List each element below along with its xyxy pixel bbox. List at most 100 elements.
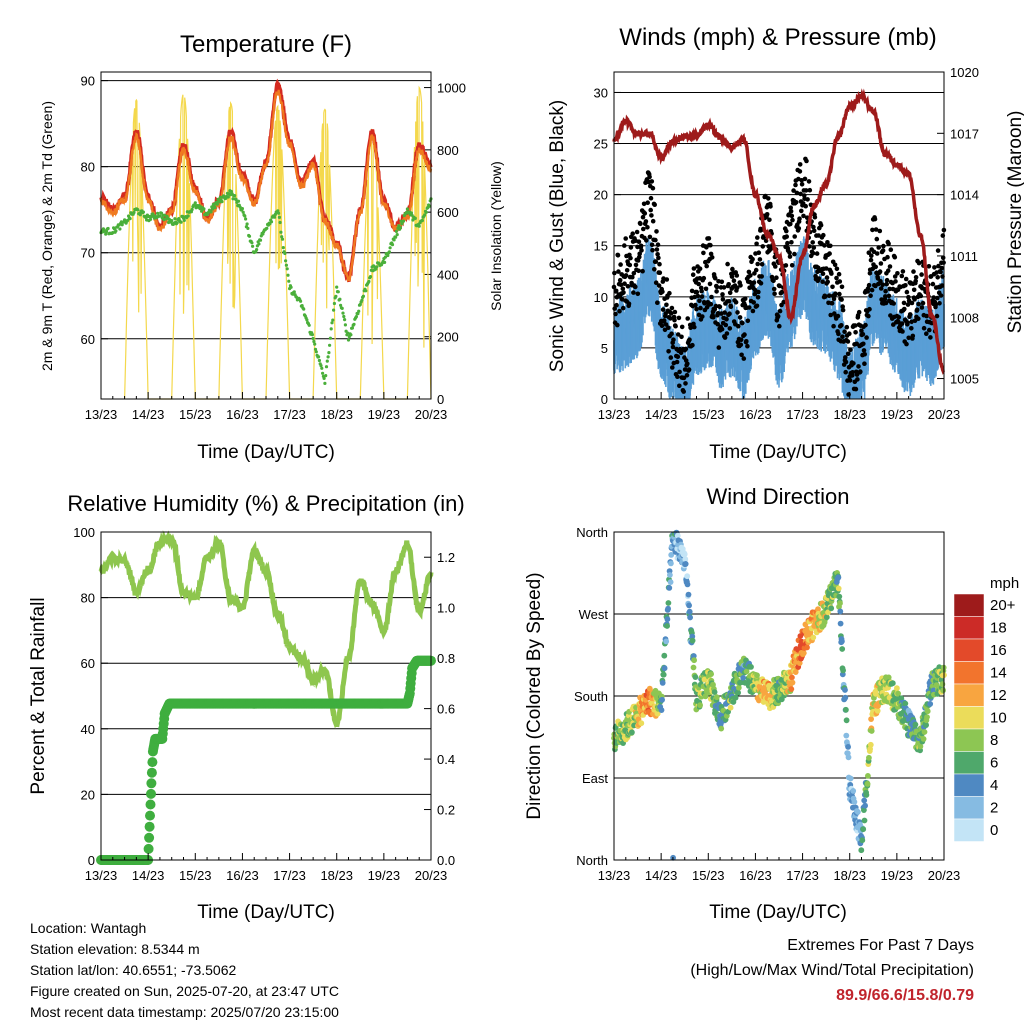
y-tick-label: 5	[601, 341, 608, 356]
gust-point	[874, 251, 880, 256]
gust-point	[921, 325, 927, 331]
gust-point	[693, 302, 698, 308]
gust-point	[650, 247, 655, 253]
dewpoint-point	[238, 205, 242, 209]
direction-point	[735, 684, 742, 691]
gust-point	[699, 288, 704, 294]
gust-point	[863, 322, 868, 328]
gust-point	[649, 179, 655, 184]
gust-point	[913, 278, 918, 284]
gust-point	[803, 188, 809, 193]
gust-point	[775, 314, 781, 319]
solar-insolation-line	[124, 85, 432, 400]
dewpoint-point	[322, 376, 326, 380]
gust-point	[834, 275, 839, 281]
gust-point	[681, 375, 687, 381]
direction-point	[682, 561, 689, 567]
gust-point	[754, 303, 760, 309]
gust-point	[655, 300, 660, 306]
gust-point	[660, 307, 666, 312]
gust-point	[742, 332, 747, 337]
gust-point	[856, 309, 862, 315]
dewpoint-point	[330, 321, 334, 325]
dewpoint-point	[255, 248, 259, 252]
dewpoint-point	[401, 219, 406, 223]
gust-point	[895, 271, 900, 276]
direction-point	[629, 729, 635, 736]
dewpoint-point	[258, 238, 263, 242]
dewpoint-point	[245, 222, 249, 226]
gust-point	[624, 268, 630, 273]
gust-point	[785, 240, 790, 246]
gust-point	[834, 266, 840, 272]
gust-point	[920, 300, 926, 306]
colorbar-swatch	[953, 751, 985, 775]
gust-point	[668, 316, 673, 321]
gust-point	[847, 331, 852, 337]
gust-point	[891, 301, 896, 306]
y2-tick-label: 1005	[950, 372, 979, 387]
colorbar-label: 16	[990, 642, 1007, 659]
gust-point	[650, 185, 656, 191]
gust-point	[905, 302, 911, 307]
precipitation-point	[146, 767, 157, 778]
gust-point	[635, 258, 641, 263]
dewpoint-point	[346, 338, 351, 342]
gust-point	[807, 187, 813, 193]
gust-point	[886, 293, 892, 299]
gust-point	[709, 294, 714, 300]
gust-point	[851, 361, 856, 366]
gust-point	[692, 324, 697, 330]
gust-point	[735, 310, 740, 315]
direction-point	[686, 608, 693, 615]
dewpoint-point	[193, 201, 197, 205]
gust-point	[622, 281, 627, 287]
gust-point	[715, 321, 720, 327]
gust-point	[918, 293, 924, 299]
gust-point	[774, 275, 779, 281]
direction-point	[659, 680, 666, 686]
direction-point	[682, 556, 689, 563]
y2-tick-label: 800	[437, 143, 459, 158]
gust-point	[802, 176, 808, 182]
gust-point	[709, 255, 715, 260]
gust-point	[690, 342, 695, 348]
gust-point	[777, 308, 783, 314]
gust-point	[892, 254, 898, 260]
colorbar-label: 18	[990, 620, 1007, 637]
y2-tick-label: 0.6	[437, 702, 455, 717]
station-info: Location: Wantagh Station elevation: 8.5…	[30, 918, 339, 1023]
direction-point	[847, 775, 854, 782]
direction-point	[843, 732, 850, 739]
gust-point	[744, 339, 749, 344]
gust-point	[788, 208, 794, 214]
direction-point	[912, 721, 919, 728]
gust-point	[738, 283, 743, 288]
dewpoint-point	[120, 223, 124, 227]
dewpoint-point	[156, 211, 160, 215]
direction-point	[933, 682, 940, 689]
direction-point	[702, 693, 709, 700]
gust-point	[631, 290, 636, 295]
dewpoint-point	[423, 213, 427, 217]
wind-direction-x-label: Time (Day/UTC)	[709, 902, 847, 923]
dewpoint-point	[281, 246, 285, 250]
gust-point	[737, 315, 743, 320]
extremes-subheading: (High/Low/Max Wind/Total Precipitation)	[690, 962, 974, 979]
gust-point	[860, 332, 866, 337]
gust-point	[911, 287, 917, 293]
x-tick-label: 13/23	[598, 407, 631, 422]
gust-point	[835, 313, 841, 319]
dewpoint-point	[305, 318, 309, 322]
y2-tick-label: 1.0	[437, 601, 455, 616]
gust-point	[636, 268, 641, 274]
gust-point	[750, 256, 755, 262]
colorbar-swatch	[953, 661, 985, 685]
gust-point	[745, 318, 751, 324]
dewpoint-point	[312, 339, 316, 344]
gust-point	[772, 291, 777, 297]
colorbar-label: 14	[990, 665, 1007, 682]
gust-point	[816, 276, 822, 281]
dewpoint-point	[265, 226, 269, 230]
y-tick-label: South	[574, 689, 608, 704]
